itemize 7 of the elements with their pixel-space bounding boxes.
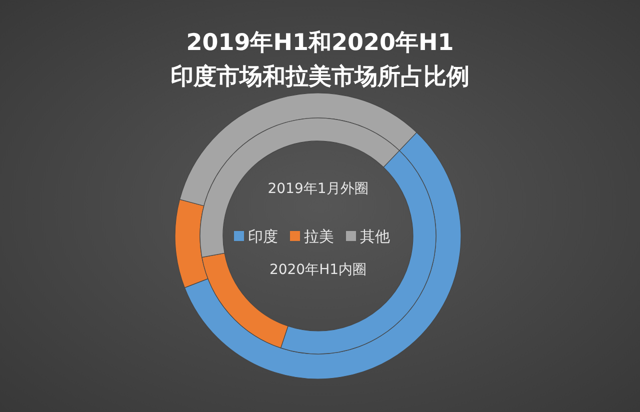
legend-label: 印度 <box>248 228 278 246</box>
text: 2020年H1内圈 <box>269 262 367 278</box>
legend-label: 其他 <box>360 228 390 246</box>
text: 2019年1月外圈 <box>268 181 368 197</box>
chart-subtitle: 印度市场和拉美市场所占比例 <box>170 63 470 90</box>
legend-label: 拉美 <box>304 228 334 246</box>
chart-title: 2019年H1和2020年H1 <box>186 30 454 56</box>
